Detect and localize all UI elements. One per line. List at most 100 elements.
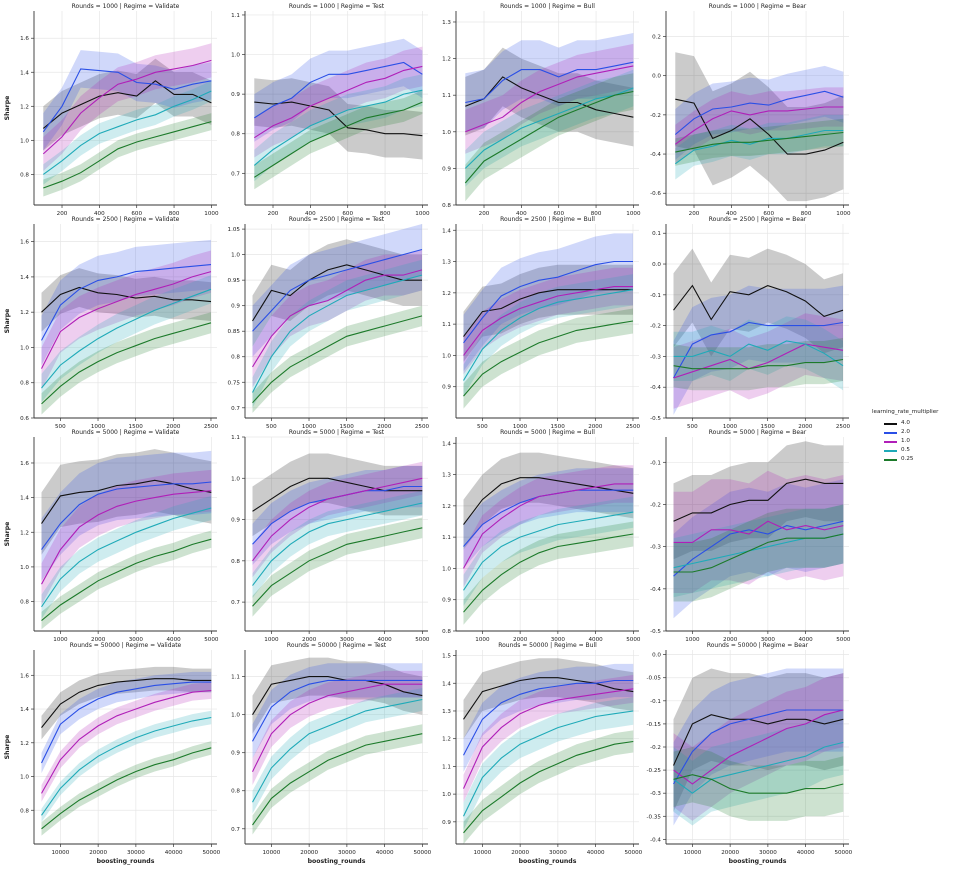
y-tick-label: 1.1 [231, 435, 240, 441]
x-tick-label: 1500 [129, 424, 144, 430]
series-line-1.0 [41, 689, 212, 794]
y-tick-label: -0.1 [650, 460, 661, 466]
legend-swatch [884, 441, 897, 443]
series-line-4.0 [41, 479, 212, 524]
x-tick-label: 2500 [626, 424, 641, 430]
series-line-4.0 [672, 714, 844, 766]
ci-band-2.0 [252, 224, 422, 357]
y-tick-label: 0.2 [652, 34, 661, 40]
ci-band-4.0 [41, 449, 212, 555]
legend-swatch [884, 459, 897, 461]
y-tick-label: 1.0 [231, 53, 240, 59]
y-tick-label: -0.35 [647, 814, 662, 820]
ci-band-0.25 [41, 741, 212, 836]
x-tick-label: 2500 [415, 424, 430, 430]
y-tick-label: 0.75 [228, 380, 241, 386]
facet-panel: 10000 20000 30000 40000 50000 0.9 1.0 1.1 1.2 1.3… [442, 642, 643, 865]
series-line-0.25 [41, 747, 212, 830]
series-line-0.25 [252, 315, 423, 404]
y-tick-label: 1.3 [442, 473, 451, 479]
ci-band-0.25 [252, 517, 423, 617]
legend-label: 0.5 [901, 447, 910, 453]
x-tick-label: 40000 [797, 850, 815, 856]
y-tick-label: 1.0 [20, 138, 29, 144]
x-tick-label: 3000 [551, 637, 566, 643]
y-tick-label: 1.1 [442, 535, 451, 541]
ci-band-1.0 [41, 682, 212, 802]
y-tick-label: 1.6 [20, 36, 29, 42]
series-line-0.5 [463, 289, 634, 381]
panel-title: Rounds = 50000 | Regime = Bull [498, 642, 597, 649]
ci-band-1.0 [43, 43, 212, 171]
x-tick-label: 400 [305, 211, 316, 217]
ci-band-1.0 [463, 267, 633, 375]
ci-band-0.25 [465, 73, 634, 202]
ci-band-4.0 [43, 58, 212, 151]
y-tick-label: 0.1 [652, 231, 661, 237]
x-tick-label: 2000 [513, 637, 528, 643]
panel-title: Rounds = 1000 | Regime = Validate [72, 3, 180, 10]
series-line-4.0 [463, 677, 634, 720]
y-tick-label: 1.1 [442, 322, 451, 328]
ci-band-0.25 [463, 521, 634, 625]
series-line-4.0 [463, 289, 633, 337]
facet-panel: 1000 2000 3000 4000 5000 0.8 0.9 1.0 1.1 1.2 1.3 1.… [442, 429, 641, 643]
x-tick-label: 1000 [626, 211, 641, 217]
series-line-0.5 [41, 288, 212, 389]
facet-panel: 10000 20000 30000 40000 50000 -0.4 -0.35 -0.3 -0… [647, 642, 853, 865]
facet-panel: 500 1000 1500 2000 2500 0.7 0.75 0.8 0.85 0.9 0.95… [228, 216, 430, 430]
series-line-2.0 [465, 61, 634, 104]
series-line-1.0 [673, 520, 844, 543]
series-line-0.25 [673, 533, 844, 573]
ci-band-0.5 [41, 710, 212, 823]
y-tick-label: 0.9 [442, 166, 451, 172]
x-tick-label: 2000 [588, 424, 603, 430]
x-tick-label: 2000 [302, 637, 317, 643]
ci-band-0.25 [41, 312, 211, 415]
series-line-0.5 [673, 741, 844, 794]
y-tick-label: 0.8 [20, 600, 29, 606]
series-line-4.0 [254, 101, 423, 137]
y-tick-label: 0.8 [231, 559, 240, 565]
series-line-2.0 [254, 61, 423, 119]
x-tick-label: 40000 [165, 850, 183, 856]
x-tick-label: 2000 [723, 637, 738, 643]
y-tick-label: -0.15 [647, 722, 662, 728]
y-tick-label: 1.1 [442, 764, 451, 770]
x-tick-label: 200 [268, 211, 279, 217]
y-tick-label: -0.6 [650, 191, 661, 197]
x-axis-label: boosting_rounds [97, 858, 155, 865]
series-line-2.0 [674, 90, 844, 135]
y-tick-label: 0.95 [228, 278, 241, 284]
x-tick-label: 1000 [204, 211, 219, 217]
ci-band-2.0 [41, 671, 212, 774]
series-line-0.5 [42, 90, 212, 175]
ci-band-1.0 [252, 249, 422, 388]
y-tick-label: 1.0 [442, 353, 451, 359]
x-tick-label: 4000 [377, 637, 392, 643]
y-tick-label: 0.0 [652, 262, 661, 268]
x-tick-label: 1000 [415, 211, 430, 217]
y-tick-label: 0.9 [231, 751, 240, 757]
ci-band-0.5 [254, 74, 423, 182]
x-tick-label: 4000 [166, 637, 181, 643]
legend-title: learning_rate_multiplier [872, 409, 939, 415]
ci-band-0.25 [463, 308, 633, 409]
ci-band-4.0 [463, 264, 633, 362]
x-tick-label: 50000 [624, 850, 642, 856]
x-tick-label: 200 [479, 211, 490, 217]
series-line-2.0 [673, 709, 844, 785]
y-tick-label: -0.2 [650, 113, 661, 119]
ci-band-2.0 [673, 668, 844, 826]
ci-band-0.5 [673, 316, 843, 391]
y-tick-label: 1.4 [442, 228, 451, 234]
facet-panel: 1000 2000 3000 4000 5000 -0.5 -0.4 -0.3 -0.2 -0.1… [650, 429, 851, 643]
panel-title: Rounds = 2500 | Regime = Test [289, 216, 385, 223]
y-tick-label: 1.0 [20, 775, 29, 781]
series-line-0.25 [41, 538, 212, 622]
series-line-1.0 [674, 106, 844, 145]
series-line-2.0 [41, 481, 212, 550]
series-line-0.25 [673, 358, 844, 370]
x-tick-label: 1000 [723, 424, 738, 430]
x-tick-label: 10000 [52, 850, 70, 856]
